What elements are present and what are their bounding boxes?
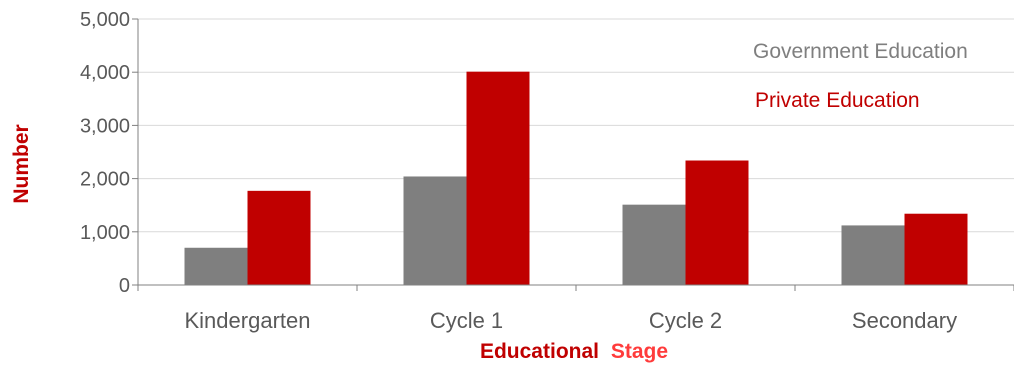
legend-government-education: Government Education [753,40,968,63]
legend-private-education: Private Education [755,89,920,112]
bar-private-education-cycle-1 [466,71,530,285]
x-axis-category-labels: Kindergarten Cycle 1 Cycle 2 Secondary [185,308,958,333]
y-tick-label: 3,000 [80,115,130,137]
x-axis-ticks [137,285,1014,291]
bar-government-education-cycle-1 [403,176,467,285]
bar-government-education-cycle-2 [622,204,686,285]
y-tick-label: 0 [119,275,130,297]
bars [184,71,968,285]
x-category-label: Secondary [852,308,957,333]
y-tick-label: 4,000 [80,62,130,84]
x-category-label: Cycle 1 [430,308,503,333]
x-axis-title: Educational Stage [480,340,668,363]
x-category-label: Kindergarten [185,308,311,333]
y-tick-label: 5,000 [80,9,130,31]
y-axis-title: Number [10,124,33,203]
bar-private-education-cycle-2 [685,160,749,285]
bar-private-education-kindergarten [247,190,311,285]
y-axis-ticks: 0 1,000 2,000 3,000 4,000 5,000 [80,9,138,297]
x-axis-title-part1: Educational [480,340,599,363]
y-tick-label: 1,000 [80,222,130,244]
bar-private-education-secondary [904,213,968,285]
y-tick-label: 2,000 [80,169,130,191]
bar-government-education-kindergarten [184,247,248,285]
bar-government-education-secondary [841,225,905,285]
x-axis-title-part2: Stage [611,340,668,363]
x-category-label: Cycle 2 [649,308,722,333]
